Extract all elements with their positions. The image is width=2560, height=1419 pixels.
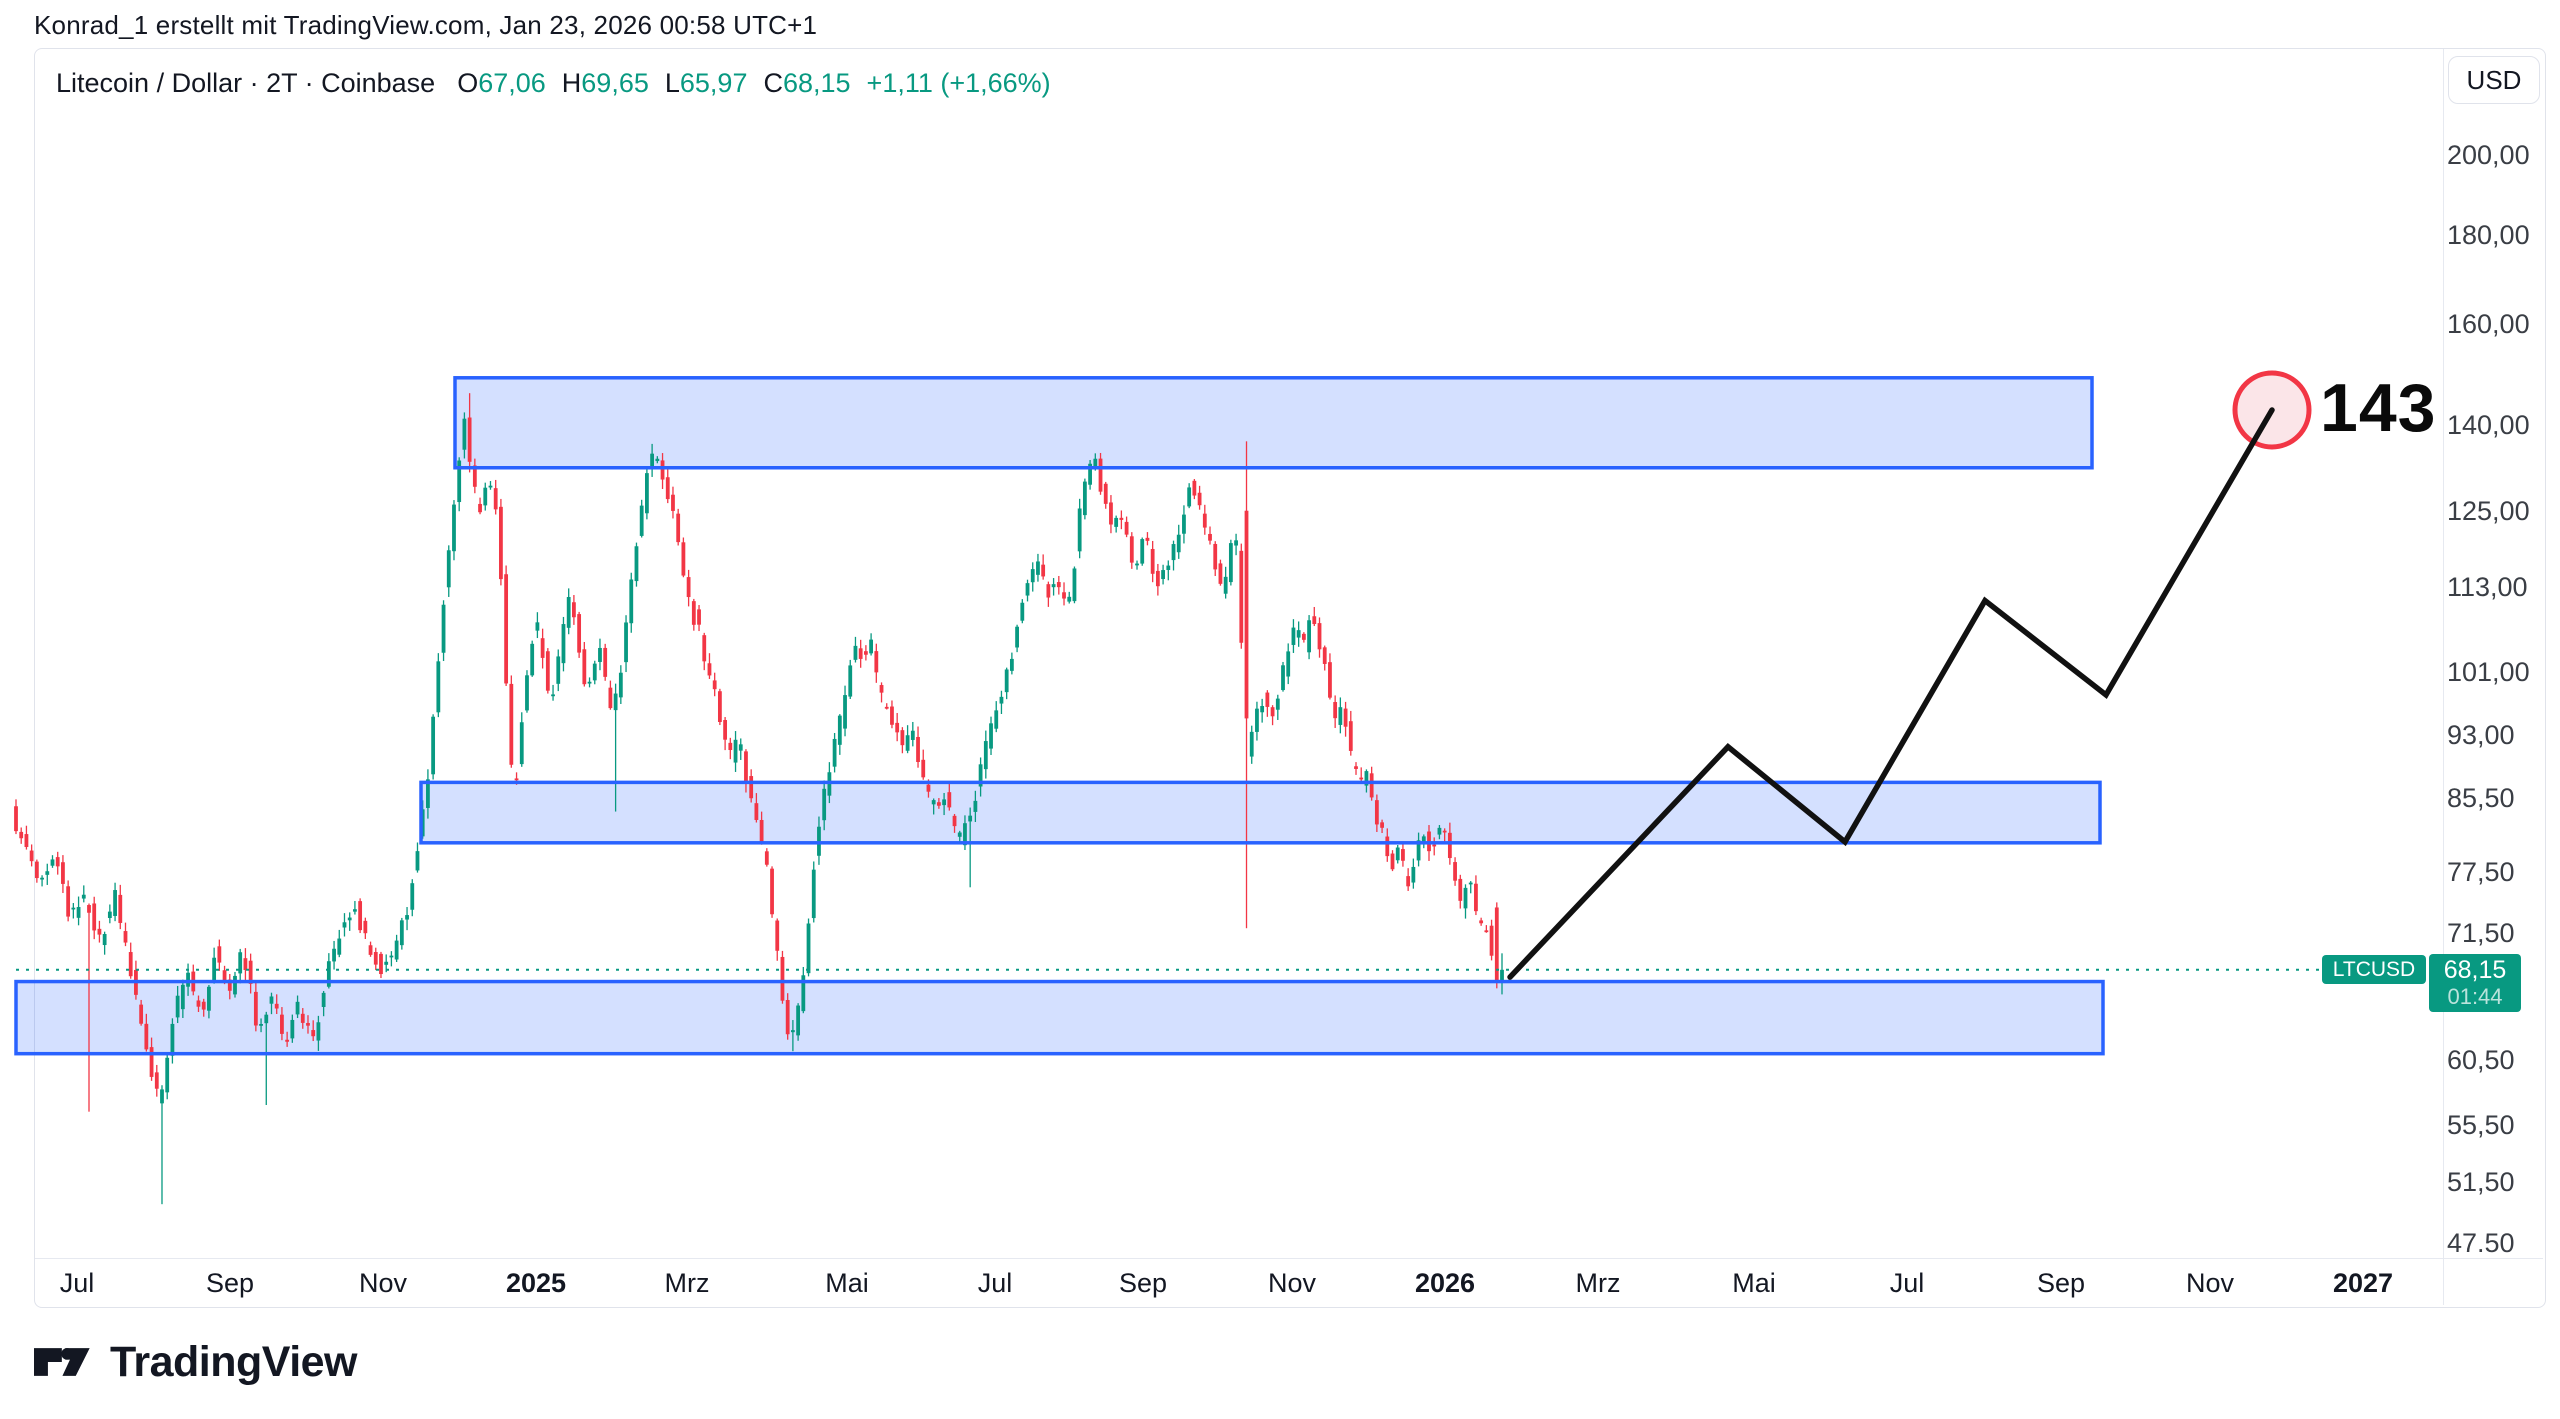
candles: [14, 393, 1504, 1205]
tradingview-logo[interactable]: TradingView: [34, 1336, 358, 1388]
zone-rectangle[interactable]: [14, 979, 2105, 1056]
time-axis-divider: [35, 1258, 2543, 1259]
time-axis-label: Nov: [358, 1268, 407, 1298]
price-axis-label: 101,00: [2447, 657, 2530, 688]
price-axis-label: 113,00: [2447, 572, 2528, 603]
tradingview-logo-text: TradingView: [110, 1337, 358, 1386]
price-axis-label: 160,00: [2447, 308, 2530, 339]
time-axis-label: Nov: [1267, 1268, 1316, 1298]
currency-usd-button[interactable]: USD: [2448, 56, 2540, 104]
symbol-title[interactable]: Litecoin / Dollar · 2T · Coinbase: [56, 67, 436, 98]
symbol-price-line-tag: LTCUSD: [2322, 955, 2426, 985]
price-axis-label: 93,00: [2447, 719, 2515, 750]
time-axis-label: Mai: [825, 1268, 869, 1298]
ohlc-open: O67,06: [457, 67, 546, 98]
zone-fill: [421, 782, 2100, 843]
price-axis-label: 180,00: [2447, 219, 2530, 250]
time-axis-label: Sep: [1118, 1268, 1168, 1298]
supply-demand-zone-fills: [16, 377, 2103, 1054]
price-axis-label: 47.50: [2447, 1228, 2515, 1258]
chart-card: [34, 48, 2546, 1308]
price-axis-label: 51,50: [2447, 1166, 2515, 1197]
attribution-text: Konrad_1 erstellt mit TradingView.com, J…: [34, 10, 818, 40]
ohlc-high: H69,65: [561, 67, 649, 98]
time-axis-label: Jul: [1889, 1268, 1925, 1298]
price-axis-label: 140,00: [2447, 409, 2530, 440]
last-price-value: 68,15: [2443, 956, 2507, 985]
price-axis-label: 85,50: [2447, 783, 2515, 814]
time-axis-label: 2026: [1414, 1268, 1476, 1298]
zone-fill: [16, 981, 2103, 1054]
price-axis-label: 125,00: [2447, 495, 2530, 526]
time-axis-label: Sep: [2036, 1268, 2086, 1298]
time-axis-label: 2027: [2332, 1268, 2394, 1298]
price-axis-label: 71,50: [2447, 918, 2515, 949]
price-axis-label: 200,00: [2447, 140, 2530, 170]
last-price-tag: 68,15 01:44: [2429, 953, 2521, 1012]
time-axis-label: 2025: [505, 1268, 567, 1298]
supply-demand-zone-borders[interactable]: [14, 376, 2105, 1056]
zone-fill: [455, 377, 2092, 468]
symbol-info-row: Litecoin / Dollar · 2T · Coinbase O67,06…: [56, 66, 1051, 100]
bar-countdown: 01:44: [2447, 984, 2503, 1010]
zone-rectangle[interactable]: [453, 376, 2094, 470]
change-value: +1,11 (+1,66%): [866, 67, 1051, 98]
zone-rectangle[interactable]: [419, 780, 2102, 845]
time-axis-label: Jul: [977, 1268, 1013, 1298]
time-axis-label: Nov: [2185, 1268, 2234, 1298]
ohlc-low: L65,97: [664, 67, 748, 98]
ohlc-close: C68,15: [763, 67, 851, 98]
time-axis-label: Mrz: [664, 1268, 710, 1298]
price-axis-divider: [2443, 49, 2444, 1305]
tradingview-logo-icon: [34, 1348, 90, 1376]
time-axis-label: Jul: [59, 1268, 95, 1298]
projection-target-label: 143: [2320, 369, 2437, 446]
price-axis-label: 60,50: [2447, 1044, 2515, 1075]
time-axis-label: Mai: [1732, 1268, 1776, 1298]
time-axis-label: Mrz: [1575, 1268, 1621, 1298]
projection-trend-line[interactable]: [1507, 407, 2275, 980]
price-axis-label: 77,50: [2447, 857, 2515, 888]
time-axis-label: Sep: [205, 1268, 255, 1298]
price-axis-label: 55,50: [2447, 1110, 2515, 1141]
